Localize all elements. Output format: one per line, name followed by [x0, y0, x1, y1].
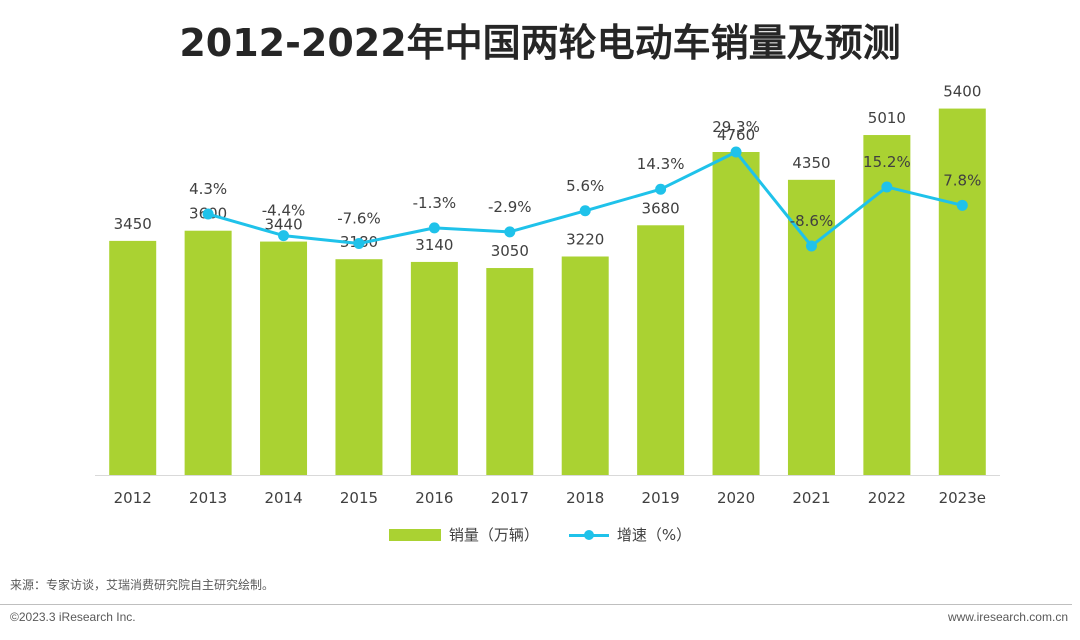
bar-2019 — [637, 225, 685, 475]
bar-2018 — [561, 256, 609, 475]
growth-label-2021: -8.6% — [790, 212, 834, 230]
x-tick-2023e: 2023e — [939, 489, 986, 507]
bar-label-2018: 3220 — [566, 231, 604, 249]
bar-swatch-icon — [388, 528, 441, 541]
growth-label-2019: 14.3% — [637, 155, 685, 173]
growth-point-2019 — [655, 183, 667, 195]
legend-label-sales: 销量（万辆） — [448, 526, 539, 544]
growth-label-2017: -2.9% — [488, 198, 532, 216]
bar-label-2021: 4350 — [792, 154, 830, 172]
growth-label-2018: 5.6% — [566, 177, 604, 195]
website-text: www.iresearch.com.cn — [947, 610, 1068, 624]
bar-2015 — [335, 259, 383, 475]
chart-legend: 销量（万辆） 增速（%） — [0, 524, 1080, 545]
bar-2020 — [712, 152, 760, 475]
bar-label-2012: 3450 — [114, 215, 152, 233]
bar-label-2016: 3140 — [415, 236, 453, 254]
bar-2021 — [787, 179, 835, 476]
growth-label-2013: 4.3% — [189, 180, 227, 198]
growth-label-2023e: 7.8% — [943, 171, 981, 189]
growth-point-2023e — [956, 199, 968, 211]
growth-point-2021 — [805, 240, 817, 252]
growth-label-2022: 15.2% — [863, 153, 911, 171]
x-tick-2019: 2019 — [642, 489, 680, 507]
legend-label-growth: 增速（%） — [616, 526, 692, 544]
bar-2013 — [184, 230, 232, 475]
bar-label-2020: 4760 — [717, 126, 755, 144]
x-tick-2022: 2022 — [868, 489, 906, 507]
copyright-text: ©2023.3 iResearch Inc. — [10, 610, 136, 624]
bar-label-2023e: 5400 — [943, 83, 981, 101]
bar-label-2022: 5010 — [868, 109, 906, 127]
bar-2012 — [109, 240, 157, 475]
x-tick-2015: 2015 — [340, 489, 378, 507]
footer-divider — [0, 604, 1072, 605]
bar-2023e — [938, 108, 986, 476]
x-tick-2014: 2014 — [264, 489, 302, 507]
bar-2017 — [486, 268, 534, 475]
growth-point-2018 — [579, 205, 591, 217]
growth-point-2022 — [881, 181, 893, 193]
bar-2016 — [410, 261, 458, 475]
x-tick-2020: 2020 — [717, 489, 755, 507]
growth-point-2016 — [428, 222, 440, 234]
x-tick-2016: 2016 — [415, 489, 453, 507]
growth-point-2014 — [278, 230, 290, 242]
line-marker-icon — [568, 529, 609, 541]
growth-label-2020: 29.3% — [712, 118, 760, 136]
x-tick-2021: 2021 — [792, 489, 830, 507]
chart-title: 2012-2022年中国两轮电动车销量及预测 — [179, 21, 901, 65]
growth-point-2020 — [730, 146, 742, 158]
growth-label-2015: -7.6% — [337, 210, 381, 228]
growth-label-2016: -1.3% — [413, 194, 457, 212]
growth-label-2014: -4.4% — [262, 202, 306, 220]
source-note: 来源：专家访谈，艾瑞消费研究院自主研究绘制。 — [10, 578, 275, 592]
bar-2014 — [260, 241, 308, 475]
x-tick-2018: 2018 — [566, 489, 604, 507]
bar-label-2017: 3050 — [491, 242, 529, 260]
legend-item-sales: 销量（万辆） — [388, 524, 539, 545]
x-tick-2013: 2013 — [189, 489, 227, 507]
growth-point-2017 — [504, 226, 516, 238]
x-tick-2017: 2017 — [491, 489, 529, 507]
bar-label-2014: 3440 — [264, 216, 302, 234]
bar-label-2019: 3680 — [642, 199, 680, 217]
growth-point-2013 — [202, 208, 214, 220]
sales-growth-chart: 3450201236002013344020143180201531402016… — [95, 83, 1000, 507]
x-tick-2012: 2012 — [114, 489, 152, 507]
legend-item-growth: 增速（%） — [568, 524, 692, 545]
growth-point-2015 — [353, 238, 365, 250]
